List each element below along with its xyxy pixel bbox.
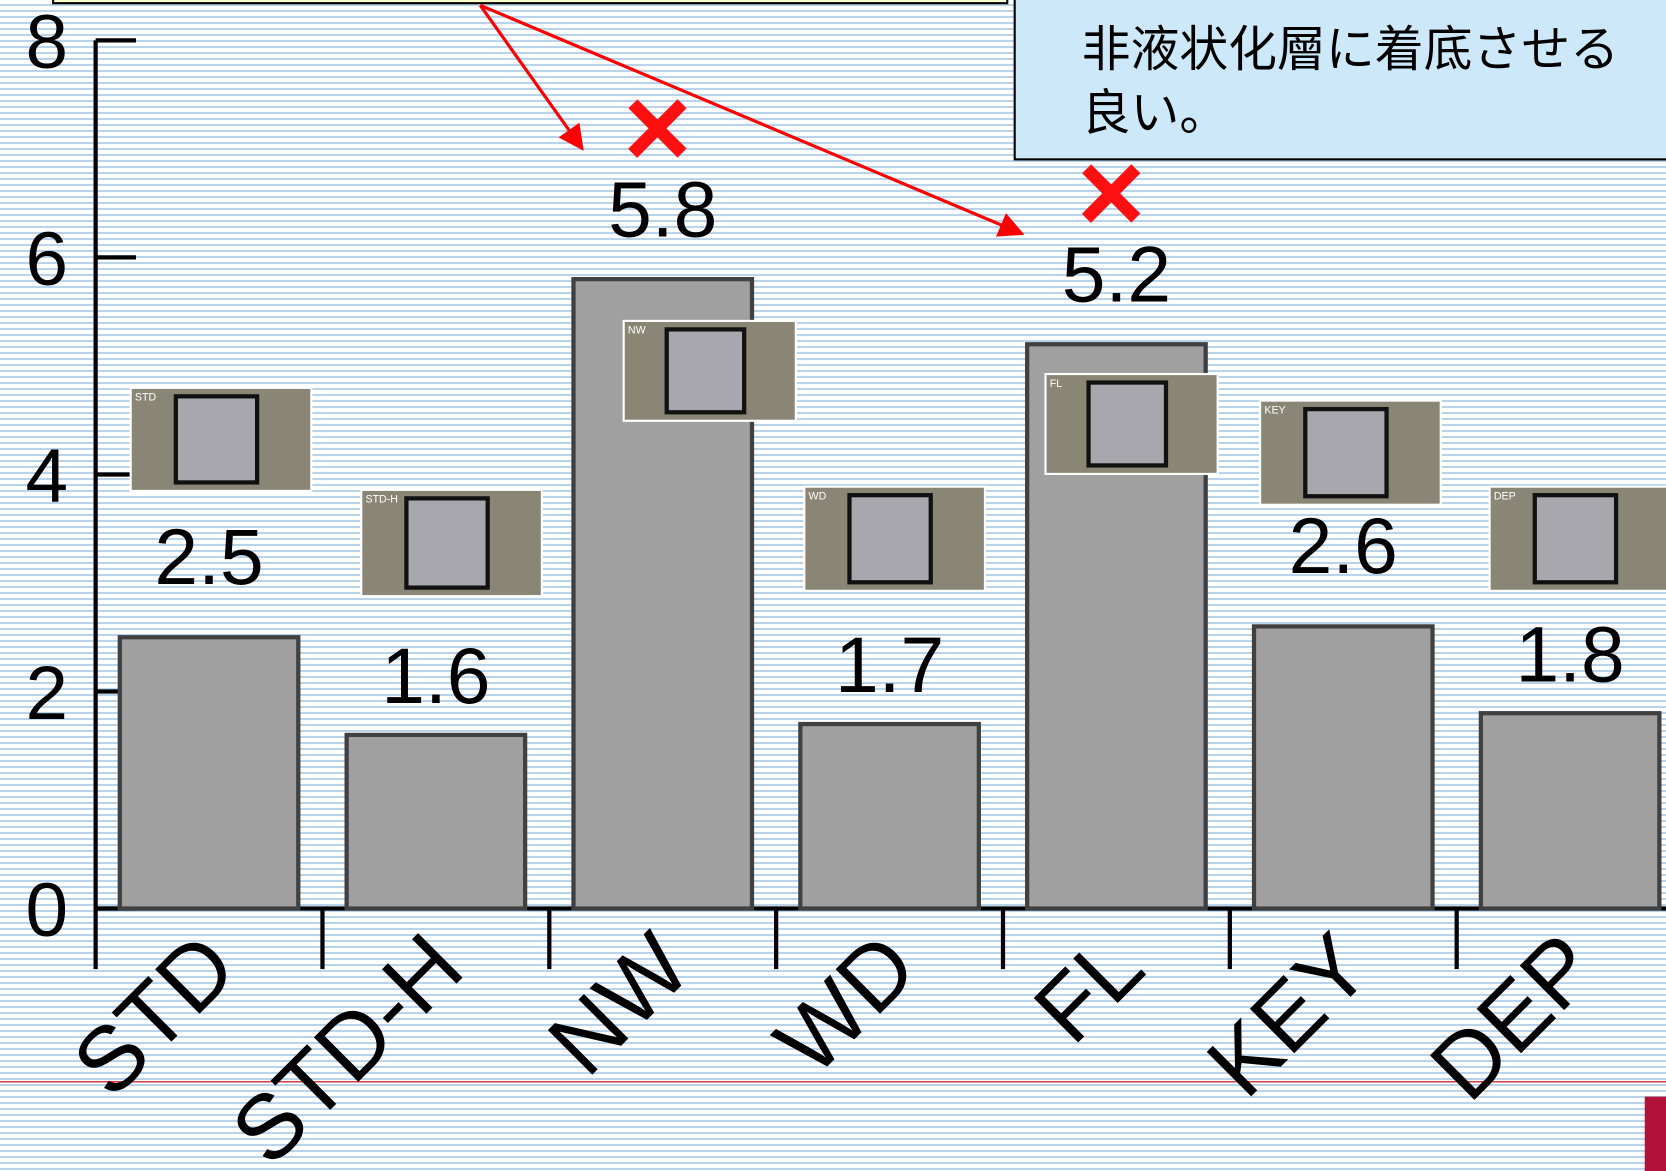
- value-label: 2.6: [1289, 502, 1398, 590]
- x-tick-label: KEY: [1188, 914, 1389, 1115]
- y-tick-label: 0: [25, 868, 68, 953]
- photo-frame: [404, 496, 490, 590]
- logo: [1644, 1096, 1666, 1171]
- value-label: 1.8: [1515, 610, 1624, 698]
- bar: [344, 732, 528, 911]
- arrow: [479, 3, 1025, 237]
- callout-text: 良い。: [1082, 87, 1229, 141]
- x-tick-label: WD: [756, 914, 936, 1094]
- bar: [798, 721, 981, 911]
- value-label: 5.8: [608, 166, 717, 254]
- photo-frame: [173, 394, 260, 485]
- photo-label: STD-H: [366, 494, 398, 506]
- photo-frame: [847, 493, 933, 585]
- x-tick-label: STD-H: [212, 914, 481, 1171]
- callout-text: 非液状化層に着底させる: [1082, 23, 1619, 77]
- x-tick-label: DEP: [1411, 914, 1616, 1119]
- arrow: [478, 4, 584, 151]
- y-tick-label: 2: [25, 651, 68, 736]
- value-label: 1.6: [381, 632, 490, 720]
- photo-frame: [664, 327, 747, 415]
- cross-mark: ×: [1077, 127, 1145, 258]
- top-box: [52, 0, 1009, 5]
- plot: 02468STD2.5STDSTD-H1.6STD-HNW5.8NWWD1.7W…: [25, 0, 1666, 1171]
- value-label: 5.2: [1062, 231, 1171, 319]
- x-tick-label: STD: [54, 914, 255, 1115]
- photo-frame: [1086, 380, 1169, 468]
- bar: [117, 635, 301, 911]
- value-label: 1.7: [835, 621, 944, 709]
- photo-frame: [1532, 493, 1619, 585]
- photo-label: NW: [628, 325, 646, 337]
- photo-label: KEY: [1264, 404, 1285, 416]
- bar: [1251, 624, 1435, 911]
- callout-box: [1013, 0, 1666, 161]
- photo-label: WD: [809, 490, 827, 502]
- photo-label: STD: [135, 392, 157, 404]
- x-tick-label: NW: [529, 914, 709, 1094]
- photo-label: DEP: [1494, 490, 1516, 502]
- value-label: 2.5: [154, 513, 263, 601]
- bar: [1478, 711, 1662, 911]
- y-tick-label: 6: [25, 217, 68, 302]
- x-tick-label: FL: [1015, 914, 1163, 1062]
- cross-mark: ×: [623, 62, 691, 193]
- y-tick-label: 4: [25, 434, 68, 519]
- photo-label: FL: [1050, 378, 1062, 390]
- photo-frame: [1303, 406, 1389, 499]
- y-tick-label: 8: [25, 0, 68, 85]
